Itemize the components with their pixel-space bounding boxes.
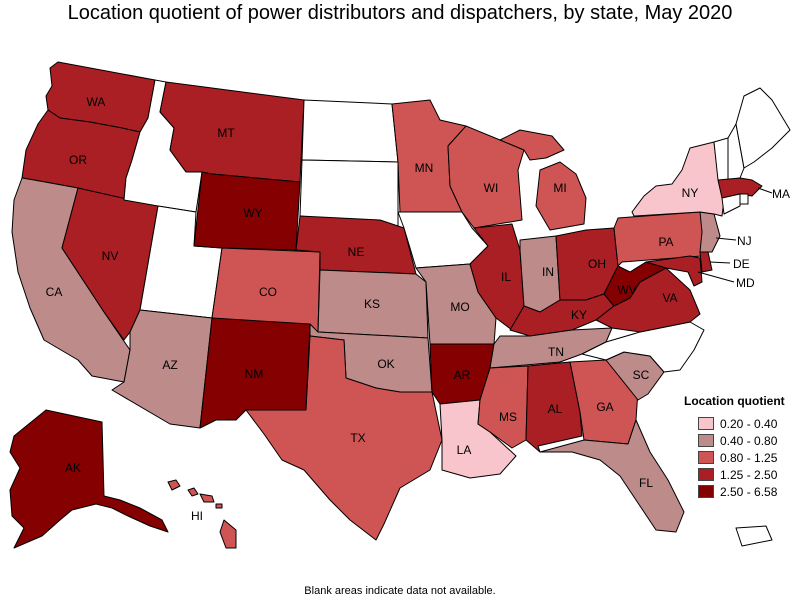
label-pa: PA	[658, 235, 673, 249]
label-ks: KS	[364, 297, 380, 311]
legend-item: 0.80 - 1.25	[684, 449, 785, 466]
legend-label: 0.80 - 1.25	[720, 450, 778, 465]
label-fl: FL	[639, 476, 653, 490]
state-nj[interactable]	[699, 211, 721, 253]
label-ms: MS	[499, 410, 517, 424]
label-tn: TN	[548, 345, 564, 359]
legend-label: 0.20 - 0.40	[720, 416, 778, 431]
label-mi: MI	[553, 181, 566, 195]
label-in: IN	[542, 265, 554, 279]
legend-label: 1.25 - 2.50	[720, 467, 778, 482]
map-title: Location quotient of power distributors …	[67, 2, 733, 24]
state-nh[interactable]	[727, 123, 745, 181]
state-nc[interactable]	[581, 321, 705, 373]
state-sd[interactable]	[299, 159, 399, 227]
label-ne: NE	[348, 245, 365, 259]
label-la: LA	[457, 443, 472, 457]
state-tx[interactable]	[245, 335, 443, 541]
state-mt[interactable]	[159, 81, 305, 183]
label-az: AZ	[162, 358, 177, 372]
state-me[interactable]	[735, 87, 791, 169]
territory-pr[interactable]	[735, 525, 773, 547]
label-de: DE	[733, 257, 750, 271]
state-nd[interactable]	[301, 99, 399, 163]
label-sc: SC	[633, 368, 650, 382]
label-ar: AR	[454, 368, 471, 382]
legend: Location quotient 0.20 - 0.40 0.40 - 0.8…	[684, 394, 785, 500]
label-or: OR	[69, 153, 87, 167]
legend-swatch	[698, 485, 714, 498]
legend-swatch	[698, 451, 714, 464]
label-va: VA	[662, 291, 677, 305]
label-ok: OK	[377, 357, 394, 371]
legend-label: 0.40 - 0.80	[720, 433, 778, 448]
label-ny: NY	[682, 186, 699, 200]
leader-ma	[757, 187, 773, 194]
leader-de	[709, 261, 731, 264]
state-ct[interactable]	[721, 193, 741, 215]
state-nm[interactable]	[199, 317, 311, 429]
legend-label: 2.50 - 6.58	[720, 484, 778, 499]
label-oh: OH	[588, 257, 606, 271]
state-ak[interactable]	[9, 409, 169, 549]
label-nm: NM	[245, 367, 264, 381]
leader-md	[697, 271, 735, 283]
label-il: IL	[501, 270, 511, 284]
label-hi: HI	[191, 509, 203, 523]
label-ky: KY	[571, 308, 587, 322]
label-nv: NV	[102, 249, 119, 263]
label-md: MD	[736, 276, 755, 290]
legend-swatch	[698, 417, 714, 430]
label-wv: WV	[617, 283, 636, 297]
label-mn: MN	[415, 161, 434, 175]
label-ak: AK	[65, 461, 81, 475]
state-in[interactable]	[519, 235, 561, 313]
legend-item: 0.20 - 0.40	[684, 415, 785, 432]
legend-item: 1.25 - 2.50	[684, 466, 785, 483]
label-mt: MT	[217, 126, 235, 140]
label-ca: CA	[46, 285, 63, 299]
footnote: Blank areas indicate data not available.	[304, 585, 496, 597]
legend-item: 2.50 - 6.58	[684, 483, 785, 500]
label-wy: WY	[243, 206, 262, 220]
label-wa: WA	[87, 95, 106, 109]
label-al: AL	[548, 402, 563, 416]
label-ma: MA	[772, 187, 790, 201]
legend-title: Location quotient	[684, 394, 785, 408]
state-wi[interactable]	[447, 125, 525, 229]
label-co: CO	[259, 285, 277, 299]
label-tx: TX	[350, 431, 365, 445]
state-il[interactable]	[469, 223, 525, 331]
label-wi: WI	[484, 181, 499, 195]
legend-swatch	[698, 468, 714, 481]
state-fl[interactable]	[539, 419, 685, 533]
state-mi[interactable]	[499, 129, 587, 231]
leader-nj	[715, 237, 737, 241]
legend-swatch	[698, 434, 714, 447]
legend-item: 0.40 - 0.80	[684, 432, 785, 449]
state-hi[interactable]	[167, 479, 237, 549]
label-ga: GA	[596, 400, 613, 414]
state-ks[interactable]	[317, 269, 429, 339]
label-mo: MO	[450, 300, 469, 314]
state-md[interactable]	[645, 255, 703, 287]
state-ny[interactable]	[631, 141, 725, 217]
state-ri[interactable]	[739, 193, 749, 205]
state-tn[interactable]	[489, 327, 613, 369]
label-nj: NJ	[737, 234, 752, 248]
